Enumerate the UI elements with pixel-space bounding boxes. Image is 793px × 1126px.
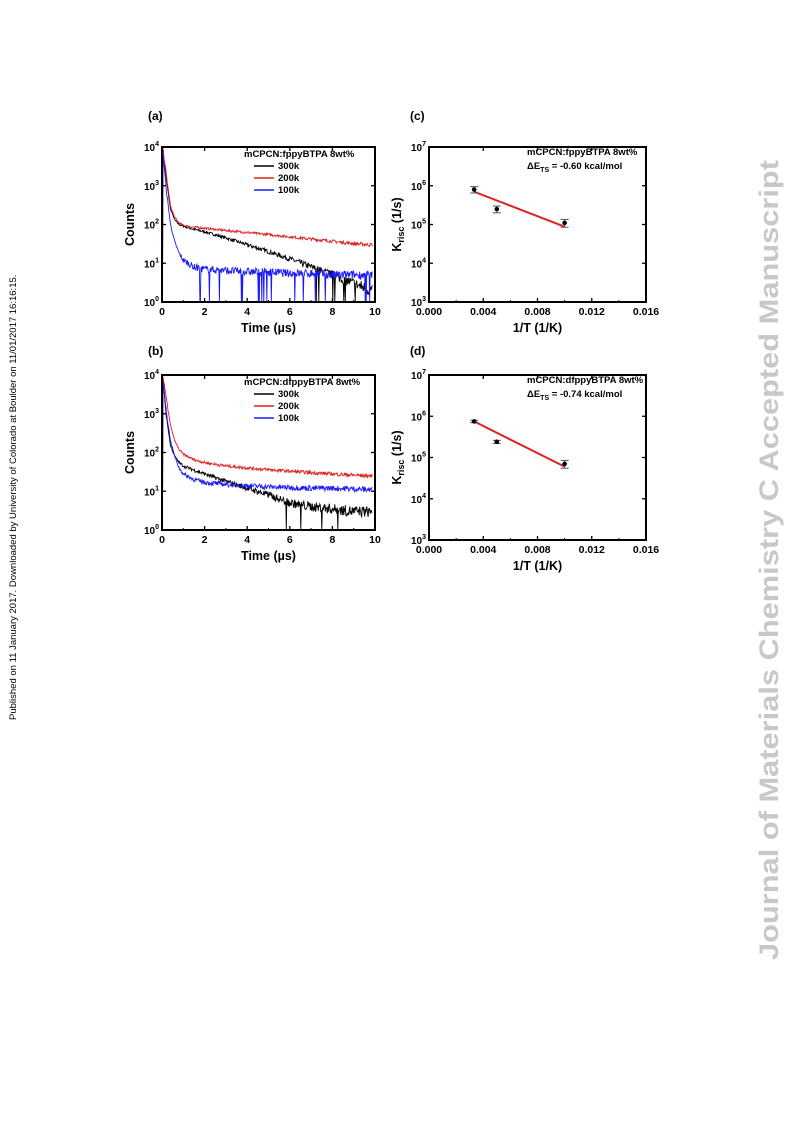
publication-side-note: Published on 11 January 2017. Downloaded… [0,0,19,720]
legend-label: 100k [278,413,300,424]
plot-data [470,419,569,469]
x-tick-label: 0.016 [633,544,659,556]
x-tick-label: 0.012 [579,544,605,556]
x-tick-label: 2 [202,306,208,318]
x-tick-label: 6 [287,534,293,546]
fit-line [473,420,566,468]
data-point [471,187,477,192]
series-line-300k [162,376,373,530]
legend-label: 100k [278,185,300,196]
annotation: ΔETS = -0.60 kcal/mol [527,161,622,174]
chart-panel-d: (d) mCPCN:dfppyBTPA 8wt% ΔETS = -0.74 kcal… [390,344,659,573]
plot-data [162,147,373,302]
y-tick-label: 104 [411,257,426,270]
series-line-100k [162,379,373,493]
legend-title: mCPCN:dfppyBTPA 8wt% [527,375,644,386]
x-axis-label: Time (µs) [241,321,296,335]
series-line-100k [162,149,373,302]
watermark-text: Journal of Materials Chemistry C Accepte… [754,160,784,960]
x-axis-label: Time (µs) [241,549,296,563]
fit-line [473,190,565,228]
x-tick-label: 2 [202,534,208,546]
x-tick-label: 8 [329,306,335,318]
y-tick-label: 104 [144,141,159,154]
y-tick-label: 100 [144,524,159,537]
x-tick-label: 6 [287,306,293,318]
plot-data [470,186,569,228]
data-point [471,419,477,424]
x-tick-label: 4 [244,534,250,546]
annotation: ΔETS = -0.74 kcal/mol [527,389,622,402]
y-tick-label: 102 [144,219,159,232]
y-axis-label: Counts [123,431,137,474]
x-tick-label: 10 [369,534,381,546]
x-tick-label: 0.016 [633,306,659,318]
y-tick-label: 106 [411,180,426,193]
plot-frame [161,146,376,303]
y-axis-label: Counts [123,203,137,246]
legend-title: mCPCN:fppyBTPA 8wt% [527,147,638,158]
legend-label: 300k [278,161,300,172]
y-tick-label: 107 [411,369,426,382]
x-tick-label: 0.000 [416,544,442,556]
y-tick-label: 103 [411,534,426,547]
x-axis-label: 1/T (1/K) [513,559,562,573]
x-tick-label: 0.008 [524,544,550,556]
plot-data [162,375,373,530]
legend-title: mCPCN:fppyBTPA 8wt% [244,149,355,160]
x-tick-label: 0 [159,306,165,318]
data-point [562,220,567,226]
x-tick-label: 4 [244,306,250,318]
y-tick-label: 105 [411,452,426,465]
panel-label: (a) [148,109,163,123]
legend-label: 200k [278,401,300,412]
side-note-text: Published on 11 January 2017. Downloaded… [8,275,19,720]
y-tick-label: 103 [411,296,426,309]
legend-label: 200k [278,173,300,184]
watermark: Journal of Materials Chemistry C Accepte… [754,160,784,960]
series-line-200k [162,147,373,248]
series-line-200k [162,375,373,479]
y-tick-label: 105 [411,219,426,232]
legend-label: 300k [278,389,300,400]
x-tick-label: 0.000 [416,306,442,318]
x-tick-label: 0.004 [470,544,496,556]
y-tick-label: 106 [411,410,426,423]
y-tick-label: 100 [144,296,159,309]
y-tick-label: 101 [144,485,159,498]
x-axis-label: 1/T (1/K) [513,321,562,335]
y-tick-label: 104 [144,369,159,382]
x-tick-label: 10 [369,306,381,318]
x-tick-label: 0 [159,534,165,546]
y-tick-label: 103 [144,408,159,421]
data-point [562,461,567,467]
data-point [494,206,500,212]
x-tick-label: 8 [329,534,335,546]
y-tick-label: 102 [144,447,159,460]
y-axis-label: Krisc (1/s) [390,197,406,251]
panel-label: (d) [410,344,425,358]
y-tick-label: 107 [411,141,426,154]
y-axis-label: Krisc (1/s) [390,430,406,484]
x-tick-label: 0.012 [579,306,605,318]
chart-panel-c: (c) mCPCN:fppyBTPA 8wt% ΔETS = -0.60 kcal/… [390,109,659,335]
panel-label: (c) [410,109,425,123]
panel-label: (b) [148,344,163,358]
x-tick-label: 0.004 [470,306,496,318]
x-tick-label: 0.008 [524,306,550,318]
y-tick-label: 101 [144,257,159,270]
y-tick-label: 103 [144,180,159,193]
data-point [494,439,500,445]
legend-title: mCPCN:dfppyBTPA 8wt% [244,377,361,388]
y-tick-label: 104 [411,493,426,506]
